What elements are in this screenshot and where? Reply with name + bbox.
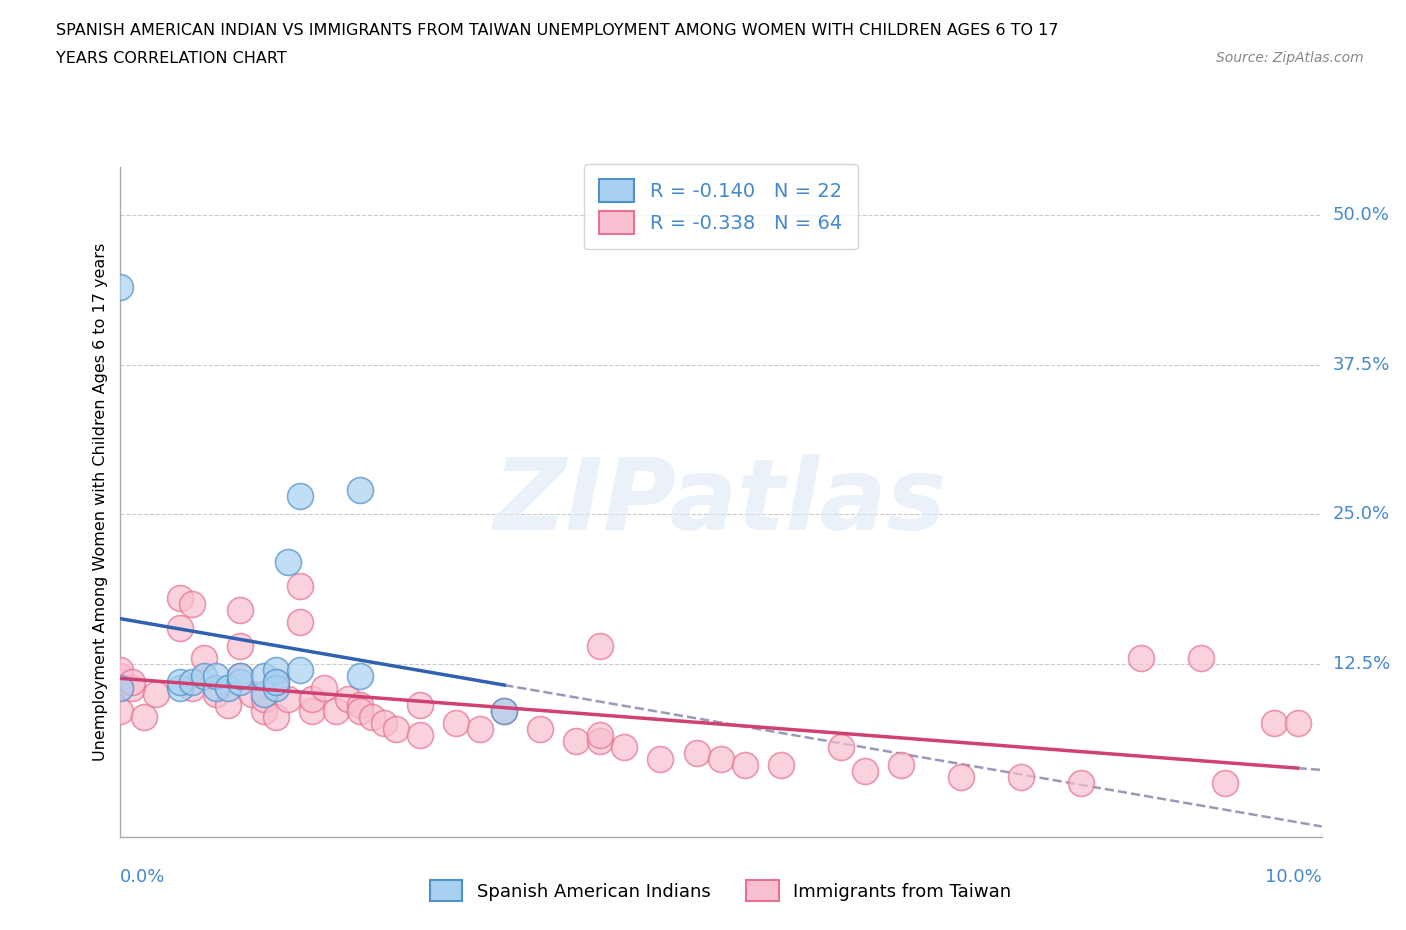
Point (373, 716, 395, 731)
Y-axis label: Unemployment Among Women with Children Ages 6 to 17 years: Unemployment Among Women with Children A… (93, 243, 108, 762)
Point (468, 722, 492, 737)
Point (169, 620, 191, 635)
Point (349, 704, 371, 719)
Point (264, 710, 287, 724)
Point (890, 758, 912, 773)
Point (494, 704, 516, 719)
Point (193, 650, 215, 665)
Text: 50.0%: 50.0% (1333, 206, 1389, 224)
Point (217, 680, 239, 695)
Point (169, 591, 191, 605)
Point (253, 704, 276, 719)
Point (108, 680, 131, 695)
Point (132, 710, 155, 724)
Point (108, 280, 131, 295)
Point (204, 686, 226, 701)
Point (121, 680, 143, 695)
Point (336, 692, 359, 707)
Point (253, 668, 276, 683)
Point (950, 770, 973, 785)
Text: 10.0%: 10.0% (1265, 868, 1322, 885)
Text: 0.0%: 0.0% (120, 868, 165, 885)
Point (277, 554, 299, 569)
Text: SPANISH AMERICAN INDIAN VS IMMIGRANTS FROM TAIWAN UNEMPLOYMENT AMONG WOMEN WITH : SPANISH AMERICAN INDIAN VS IMMIGRANTS FR… (56, 23, 1059, 38)
Point (204, 680, 226, 695)
Point (361, 710, 384, 724)
Point (853, 764, 876, 778)
Point (108, 680, 131, 695)
Point (312, 680, 335, 695)
Point (277, 692, 299, 707)
Point (264, 674, 287, 689)
Point (650, 751, 672, 766)
Point (180, 680, 202, 695)
Point (169, 674, 191, 689)
Point (709, 751, 731, 766)
Legend: Spanish American Indians, Immigrants from Taiwan: Spanish American Indians, Immigrants fro… (422, 873, 1019, 909)
Point (228, 603, 252, 618)
Point (589, 734, 612, 749)
Point (444, 716, 467, 731)
Point (145, 686, 167, 701)
Point (288, 578, 311, 593)
Point (253, 686, 276, 701)
Text: 12.5%: 12.5% (1333, 655, 1391, 672)
Point (264, 674, 287, 689)
Point (325, 704, 347, 719)
Point (494, 704, 516, 719)
Text: YEARS CORRELATION CHART: YEARS CORRELATION CHART (56, 51, 287, 66)
Point (830, 740, 852, 755)
Point (253, 692, 276, 707)
Point (1010, 770, 1032, 785)
Point (217, 698, 239, 713)
Point (108, 668, 131, 683)
Point (228, 674, 252, 689)
Point (121, 674, 143, 689)
Point (769, 758, 792, 773)
Point (409, 698, 432, 713)
Point (108, 662, 131, 677)
Point (288, 615, 311, 630)
Point (529, 722, 551, 737)
Text: ZIPatlas: ZIPatlas (494, 454, 948, 551)
Point (301, 692, 323, 707)
Point (301, 704, 323, 719)
Point (193, 668, 215, 683)
Point (409, 728, 432, 743)
Point (228, 638, 252, 653)
Point (1286, 716, 1309, 731)
Point (264, 662, 287, 677)
Point (108, 704, 131, 719)
Point (349, 668, 371, 683)
Point (565, 734, 588, 749)
Text: 25.0%: 25.0% (1333, 505, 1391, 524)
Point (240, 686, 263, 701)
Point (1189, 650, 1212, 665)
Point (228, 668, 252, 683)
Point (1130, 650, 1153, 665)
Text: Source: ZipAtlas.com: Source: ZipAtlas.com (1216, 51, 1364, 65)
Point (1215, 776, 1237, 790)
Point (180, 596, 202, 611)
Point (589, 728, 612, 743)
Point (288, 489, 311, 504)
Point (1070, 776, 1092, 790)
Point (180, 674, 202, 689)
Point (385, 722, 408, 737)
Point (169, 680, 191, 695)
Point (349, 698, 371, 713)
Point (734, 758, 756, 773)
Point (589, 638, 612, 653)
Point (685, 746, 707, 761)
Point (264, 680, 287, 695)
Point (1263, 716, 1285, 731)
Point (108, 674, 131, 689)
Text: 37.5%: 37.5% (1333, 355, 1391, 374)
Point (228, 668, 252, 683)
Point (204, 668, 226, 683)
Point (288, 662, 311, 677)
Point (613, 740, 636, 755)
Point (349, 483, 371, 498)
